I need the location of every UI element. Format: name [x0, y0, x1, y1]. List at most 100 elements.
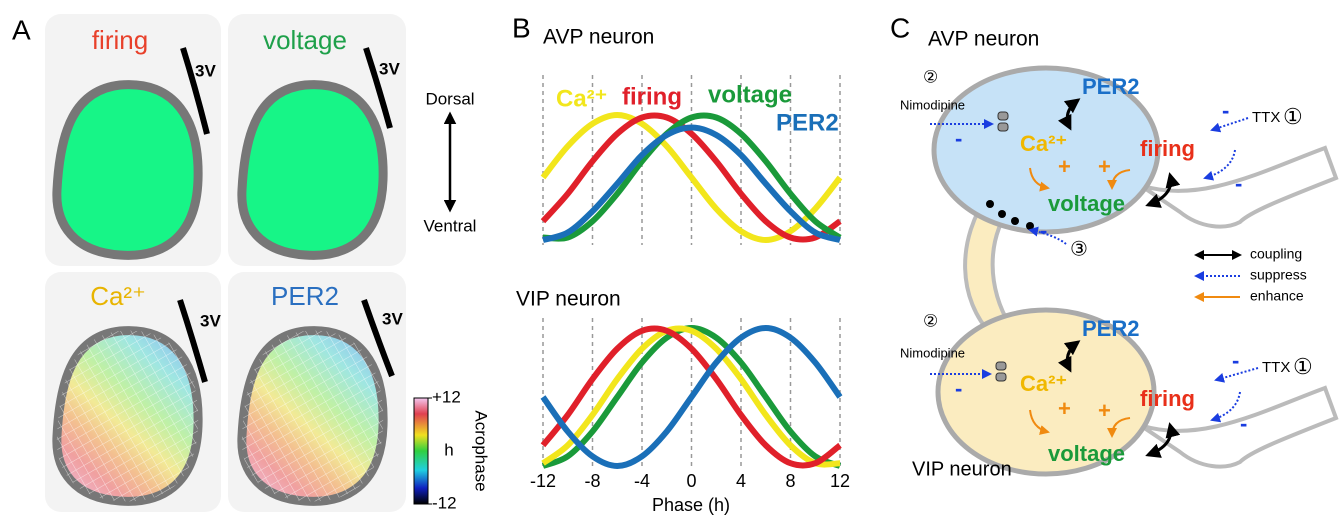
coupling-arrow — [1145, 422, 1181, 458]
node-label: PER2 — [1082, 74, 1139, 99]
colorbar-unit: h — [444, 440, 453, 459]
map-label: voltage — [263, 25, 347, 55]
coupling-arrow — [1057, 98, 1081, 131]
sign: + — [1058, 396, 1071, 421]
panel-label: B — [512, 12, 531, 43]
chart-title: AVP neuron — [543, 26, 654, 49]
drug-label: TTX — [1262, 359, 1290, 376]
site-marker: ② — [923, 311, 938, 330]
x-tick-label: 8 — [785, 471, 795, 491]
series-line — [540, 112, 842, 243]
map-label: PER2 — [271, 281, 339, 311]
series-label: Ca²⁺ — [556, 85, 607, 112]
series-line — [540, 111, 843, 244]
cell-title: VIP neuron — [912, 458, 1012, 480]
node-label: voltage — [1048, 191, 1125, 216]
colorbar-title: Acrophase — [472, 410, 491, 491]
node-label: PER2 — [1082, 316, 1139, 341]
colorbar-tick-label: +12 — [432, 387, 461, 406]
node-label: firing — [1140, 386, 1195, 411]
drug-label: Nimodipine — [900, 97, 965, 112]
sign: - — [1232, 348, 1239, 373]
suppress-arrow — [1028, 226, 1067, 245]
panel-label: C — [890, 12, 910, 43]
cell-shapes — [931, 65, 1339, 477]
drug-label: Nimodipine — [900, 345, 965, 360]
sign: - — [955, 376, 962, 401]
map-label: Ca²⁺ — [90, 281, 146, 311]
x-tick-label: -8 — [584, 471, 600, 491]
site-marker: ① — [1293, 354, 1313, 379]
drug-label: TTX — [1252, 109, 1280, 126]
axis-label: Dorsal — [425, 89, 474, 108]
x-tick-label: -4 — [634, 471, 650, 491]
legend-label: suppress — [1250, 267, 1307, 283]
scn-maps — [52, 47, 395, 506]
cell-diagram: PER2 Ca²⁺ firing voltage + + ② Nimodipin… — [900, 67, 1303, 215]
axon — [1138, 385, 1339, 469]
series-label: firing — [622, 83, 682, 110]
legend-label: enhance — [1250, 288, 1304, 304]
ventricle — [177, 299, 208, 383]
map-label: firing — [92, 25, 148, 55]
site-marker: ② — [923, 67, 938, 86]
cell-body — [931, 65, 1161, 235]
cell-diagram: PER2 Ca²⁺ firing voltage + + ② Nimodipin… — [900, 311, 1313, 465]
suppress-arrow — [1210, 117, 1249, 133]
ventricle — [363, 47, 393, 129]
node-label: firing — [1140, 136, 1195, 161]
panel-label: A — [12, 14, 31, 45]
series-line — [541, 325, 841, 468]
suppress-arrow — [1210, 391, 1241, 423]
vesicle — [986, 200, 994, 208]
x-tick-label: 4 — [736, 471, 746, 491]
enhance-arrow — [1107, 417, 1131, 438]
scn — [52, 80, 203, 260]
channel — [995, 361, 1007, 371]
enhance-arrow — [1029, 409, 1050, 435]
ventricle-label: 3V — [200, 311, 221, 330]
ventricle — [180, 47, 210, 135]
axis-label: Ventral — [424, 216, 477, 235]
chart-title: VIP neuron — [516, 288, 621, 311]
sign: - — [1240, 411, 1247, 436]
x-tick-label: 0 — [686, 471, 696, 491]
enhance-arrow — [1029, 167, 1050, 192]
vesicle — [998, 210, 1006, 218]
sign: - — [1235, 171, 1242, 196]
coupling-arrow — [1057, 340, 1081, 373]
node-label: Ca²⁺ — [1020, 371, 1067, 396]
legend-label: coupling — [1250, 246, 1302, 262]
series-line — [542, 112, 842, 242]
enhance-arrow — [1107, 169, 1131, 190]
sign: + — [1098, 398, 1111, 423]
colorbar: h Acrophase +12 -12 — [413, 387, 491, 512]
ventricle-label: 3V — [379, 59, 400, 78]
site-marker: ③ — [1070, 238, 1088, 260]
scn-mesh — [241, 330, 384, 502]
ventricle — [361, 299, 395, 378]
series-label: voltage — [708, 81, 792, 108]
ventricle-label: 3V — [382, 309, 403, 328]
scn-mesh — [56, 330, 199, 502]
sign: - — [1040, 218, 1047, 243]
cell-title: AVP neuron — [928, 28, 1039, 51]
series-line — [542, 124, 841, 243]
node-label: Ca²⁺ — [1020, 131, 1067, 156]
coupling-arrow — [1145, 172, 1181, 208]
site-marker: ① — [1283, 104, 1303, 129]
series-line — [540, 325, 842, 469]
channel — [995, 372, 1007, 382]
series-line — [540, 324, 843, 470]
suppress-arrow — [1203, 149, 1236, 181]
x-tick-label: -12 — [530, 471, 556, 491]
x-axis-label: Phase (h) — [652, 495, 730, 515]
sign: - — [1222, 98, 1229, 123]
sign: + — [1098, 154, 1111, 179]
legend: coupling suppress enhance — [1194, 246, 1307, 304]
vesicle — [1011, 217, 1019, 225]
suppress-arrow — [1214, 367, 1259, 383]
